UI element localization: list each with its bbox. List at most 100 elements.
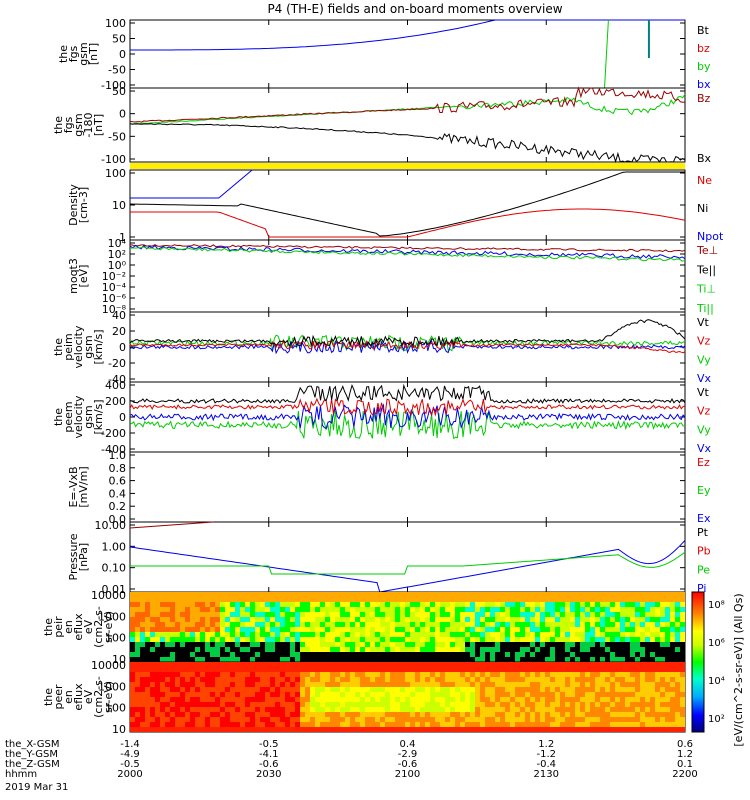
spectrogram-cell	[145, 677, 151, 683]
spectrogram-cell	[605, 642, 611, 648]
spectrogram-cell	[500, 722, 506, 728]
plot-title: P4 (TH-E) fields and on-board moments ov…	[267, 2, 562, 16]
spectrogram-cell	[465, 617, 471, 623]
spectrogram-cell	[335, 632, 341, 638]
spectrogram-cell	[260, 707, 266, 713]
spectrogram-cell	[280, 612, 286, 618]
spectrogram-cell	[455, 727, 461, 732]
spectrogram-cell	[240, 602, 246, 608]
spectrogram-cell	[540, 707, 546, 713]
spectrogram-cell	[510, 602, 516, 608]
spectrogram-cell	[285, 727, 291, 732]
spectrogram-cell	[505, 722, 511, 728]
spectrogram-cell	[160, 692, 166, 698]
spectrogram-cell	[160, 612, 166, 618]
spectrogram-cell	[375, 722, 381, 728]
y-axis-label: thefgsgsm[nT]	[57, 42, 100, 65]
spectrogram-cell	[410, 627, 416, 633]
spectrogram-cell	[310, 622, 316, 628]
spectrogram-cell	[675, 722, 681, 728]
spectrogram-cell	[610, 717, 616, 723]
spectrogram-cell	[170, 692, 176, 698]
spectrogram-cell	[330, 652, 336, 658]
spectrogram-cell	[260, 607, 266, 613]
y-tick-label: 1.00	[102, 540, 127, 553]
spectrogram-cell	[530, 632, 536, 638]
spectrogram-cell	[525, 642, 531, 648]
spectrogram-cell	[230, 622, 236, 628]
spectrogram-cell	[230, 727, 236, 732]
spectrogram-cell	[535, 682, 541, 688]
spectrogram-cell	[585, 717, 591, 723]
spectrogram-cell	[635, 617, 641, 623]
spectrogram-cell	[155, 687, 161, 693]
spectrogram-cell	[575, 722, 581, 728]
spectrogram-cell	[555, 717, 561, 723]
spectrogram-cell	[565, 657, 571, 662]
spectrogram-cell	[635, 612, 641, 618]
spectrogram-cell	[530, 652, 536, 658]
y-tick-label: 1.0	[109, 449, 127, 462]
y-axis-label-line: fgs	[67, 45, 80, 62]
spectrogram-cell	[445, 612, 451, 618]
spectrogram-cell	[180, 707, 186, 713]
y-axis-label-line: the	[42, 618, 55, 636]
spectrogram-cell	[215, 592, 221, 598]
spectrogram-cell	[150, 652, 156, 658]
spectrogram-peir	[130, 592, 685, 662]
spectrogram-cell	[270, 712, 276, 718]
spectrogram-cell	[210, 612, 216, 618]
spectrogram-cell	[500, 712, 506, 718]
spectrogram-cell	[210, 602, 216, 608]
spectrogram-cell	[570, 602, 576, 608]
spectrogram-cell	[170, 712, 176, 718]
spectrogram-cell	[235, 657, 241, 662]
spectrogram-cell	[570, 647, 576, 653]
spectrogram-cell	[375, 682, 381, 688]
spectrogram-cell	[335, 627, 341, 633]
spectrogram-cell	[565, 727, 571, 732]
spectrogram-cell	[345, 712, 351, 718]
spectrogram-cell	[315, 687, 321, 693]
spectrogram-cell	[505, 627, 511, 633]
spectrogram-cell	[305, 607, 311, 613]
spectrogram-cell	[225, 677, 231, 683]
spectrogram-cell	[320, 687, 326, 693]
spectrogram-cell	[130, 677, 136, 683]
spectrogram-cell	[290, 672, 296, 678]
spectrogram-cell	[200, 657, 206, 662]
spectrogram-cell	[350, 607, 356, 613]
spectrogram-cell	[300, 597, 306, 603]
panel-peir: 10000100010010thepeirenefluxeV(cm2-s-sr-…	[42, 589, 686, 666]
spectrogram-cell	[455, 662, 461, 668]
spectrogram-cell	[205, 647, 211, 653]
spectrogram-cell	[155, 677, 161, 683]
spectrogram-cell	[335, 617, 341, 623]
spectrogram-cell	[315, 677, 321, 683]
spectrogram-cell	[245, 617, 251, 623]
spectrogram-cell	[490, 662, 496, 668]
spectrogram-cell	[575, 687, 581, 693]
spectrogram-cell	[495, 642, 501, 648]
spectrogram-cell	[515, 722, 521, 728]
spectrogram-cell	[475, 637, 481, 643]
spectrogram-cell	[495, 612, 501, 618]
spectrogram-cell	[235, 662, 241, 668]
spectrogram-cell	[130, 667, 136, 673]
spectrogram-cell	[180, 722, 186, 728]
spectrogram-cell	[550, 727, 556, 732]
spectrogram-cell	[500, 692, 506, 698]
spectrogram-cell	[155, 657, 161, 662]
spectrogram-cell	[175, 677, 181, 683]
spectrogram-cell	[385, 602, 391, 608]
spectrogram-cell	[665, 642, 671, 648]
spectrogram-cell	[640, 677, 646, 683]
spectrogram-cell	[370, 722, 376, 728]
spectrogram-cell	[465, 722, 471, 728]
spectrogram-cell	[395, 717, 401, 723]
spectrogram-cell	[165, 632, 171, 638]
spectrogram-cell	[640, 722, 646, 728]
spectrogram-cell	[475, 612, 481, 618]
spectrogram-cell	[355, 592, 361, 598]
